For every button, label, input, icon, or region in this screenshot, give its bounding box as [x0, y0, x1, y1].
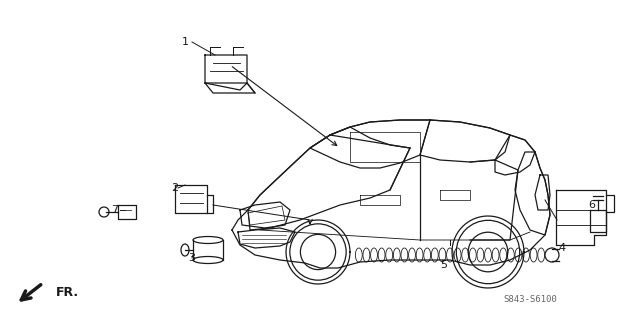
Polygon shape	[232, 120, 550, 268]
Text: 6: 6	[589, 200, 595, 210]
Text: 2: 2	[172, 183, 179, 193]
Text: FR.: FR.	[56, 286, 79, 300]
Text: 1: 1	[182, 37, 189, 47]
Text: S843-S6100: S843-S6100	[503, 295, 557, 305]
Text: 4: 4	[559, 243, 566, 253]
Text: 3: 3	[189, 253, 195, 263]
Text: 5: 5	[440, 260, 447, 270]
Text: 7: 7	[111, 205, 118, 215]
